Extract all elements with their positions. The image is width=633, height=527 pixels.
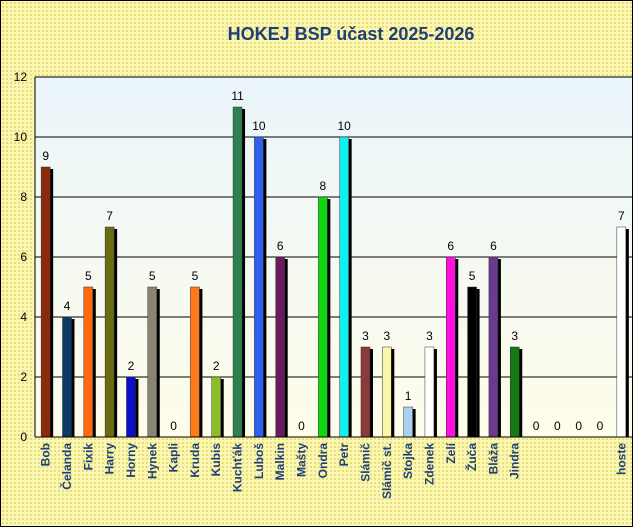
y-tick-label: 10	[14, 130, 28, 144]
x-tick-label: Čelanda	[59, 443, 74, 490]
data-label: 3	[511, 329, 518, 343]
data-label: 8	[319, 179, 326, 193]
chart-title: HOKEJ BSP účast 2025-2026	[228, 24, 475, 44]
data-label: 5	[85, 269, 92, 283]
bars	[40, 106, 629, 438]
x-tick-label: Kubis	[209, 443, 223, 477]
data-label: 6	[277, 239, 284, 253]
bar	[147, 286, 158, 438]
x-tick-label: Horny	[124, 443, 138, 478]
x-tick-label: Bob	[39, 443, 53, 466]
data-label: 1	[405, 389, 412, 403]
data-label: 3	[426, 329, 433, 343]
x-tick-label: Fixik	[81, 443, 95, 471]
bar	[254, 136, 264, 438]
x-axis-labels: Bob Čelanda Fixik Harry Horny Hynek Kapli Kruda…	[39, 442, 629, 499]
data-label: 2	[213, 359, 220, 373]
bar	[104, 226, 115, 438]
bar	[509, 346, 520, 438]
bar	[424, 346, 435, 438]
data-label: 11	[231, 89, 244, 103]
bar	[40, 166, 51, 438]
x-tick-label: Zelí	[444, 442, 458, 463]
x-tick-label: Bláža	[486, 443, 500, 475]
y-tick-label: 0	[20, 430, 27, 444]
x-tick-label: Jindra	[508, 443, 522, 479]
data-label: 10	[337, 119, 351, 133]
data-label: 0	[298, 419, 305, 433]
y-axis-ticks: 0 2 4 6 8 10 12	[14, 70, 28, 444]
bar	[616, 226, 627, 438]
x-tick-label: Slámič	[358, 443, 372, 482]
data-label: 7	[106, 209, 113, 223]
data-label: 5	[192, 269, 199, 283]
data-label: 0	[533, 419, 540, 433]
x-tick-label: Hynek	[145, 443, 159, 479]
x-tick-label: Kapli	[167, 443, 181, 472]
x-tick-label: Zdenek	[422, 443, 436, 485]
x-tick-label: hoste	[614, 443, 628, 475]
bar	[190, 286, 200, 438]
x-tick-label: Ondra	[316, 443, 330, 479]
bar	[467, 286, 477, 438]
x-tick-label: Petr	[337, 443, 351, 467]
data-label: 6	[447, 239, 454, 253]
bar	[488, 256, 499, 438]
y-tick-label: 12	[14, 70, 28, 84]
data-label: 9	[42, 149, 49, 163]
data-label: 7	[618, 209, 625, 223]
x-tick-label: Žuča	[464, 443, 479, 471]
data-label: 4	[64, 299, 71, 313]
x-tick-label: Luboš	[252, 443, 266, 479]
data-label: 3	[362, 329, 369, 343]
bar	[339, 136, 349, 438]
data-label: 0	[554, 419, 561, 433]
bar	[403, 406, 413, 438]
data-label: 6	[490, 239, 497, 253]
data-label: 0	[597, 419, 604, 433]
bar	[232, 106, 243, 438]
bar	[62, 316, 72, 438]
data-label: 0	[575, 419, 582, 433]
bar	[275, 256, 285, 438]
y-tick-label: 8	[20, 190, 27, 204]
y-tick-label: 4	[20, 310, 27, 324]
bar	[360, 346, 371, 438]
x-tick-label: Mašty	[295, 443, 309, 477]
data-label: 5	[149, 269, 156, 283]
data-label: 10	[252, 119, 266, 133]
bar	[382, 346, 392, 438]
bar	[83, 286, 94, 438]
data-label: 2	[128, 359, 135, 373]
bar	[126, 376, 136, 438]
data-label: 5	[469, 269, 476, 283]
bar	[318, 196, 328, 438]
bar	[446, 256, 456, 438]
x-tick-label: Slámič st.	[380, 443, 394, 499]
x-tick-label: Kruda	[188, 443, 202, 478]
y-tick-label: 6	[20, 250, 27, 264]
bar	[211, 376, 221, 438]
data-label: 3	[383, 329, 390, 343]
x-tick-label: Kuchťák	[231, 443, 245, 492]
x-tick-label: Harry	[103, 443, 117, 475]
y-tick-label: 2	[20, 370, 27, 384]
x-tick-label: Stojka	[401, 443, 415, 479]
data-label: 0	[170, 419, 177, 433]
x-tick-label: Malkin	[273, 443, 287, 480]
